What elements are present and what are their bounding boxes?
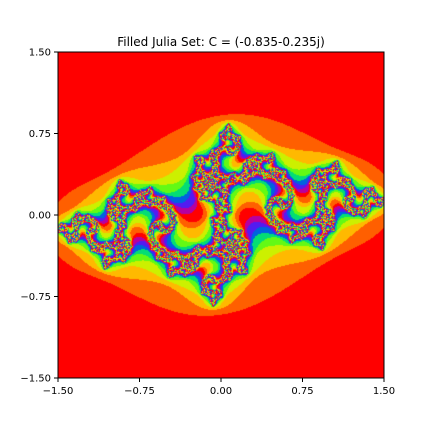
y-tick-label: 0.00	[29, 211, 51, 222]
plot-area-container	[58, 52, 384, 378]
y-tick-label: 0.75	[29, 129, 51, 140]
chart-title: Filled Julia Set: C = (-0.835-0.235j)	[117, 35, 325, 49]
x-tick-label: 0.75	[291, 386, 313, 397]
y-tick-label: −1.50	[20, 374, 51, 385]
x-tick-label: 0.00	[210, 386, 232, 397]
x-tick-label: 1.50	[373, 386, 395, 397]
y-tick-label: −0.75	[20, 292, 51, 303]
y-tick-label: 1.50	[29, 48, 51, 59]
x-axis-ticks: −1.50 −0.75 0.00 0.75 1.50	[43, 378, 395, 397]
x-tick-label: −0.75	[124, 386, 155, 397]
julia-set-image	[58, 52, 384, 378]
x-tick-label: −1.50	[43, 386, 74, 397]
y-axis-ticks: 1.50 0.75 0.00 −0.75 −1.50	[20, 48, 58, 385]
